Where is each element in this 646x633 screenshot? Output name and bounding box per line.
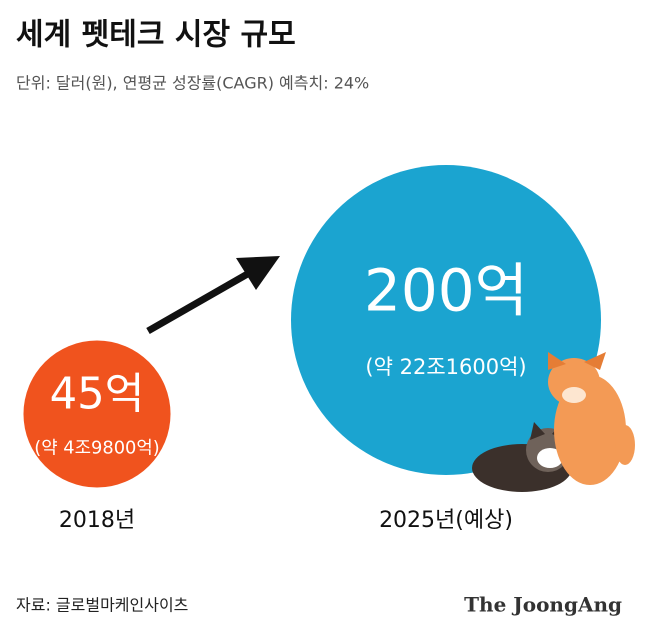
arrow — [146, 256, 280, 335]
credit: The JoongAng — [464, 593, 622, 617]
dog-head — [548, 358, 600, 406]
pets-illustration — [472, 352, 635, 492]
bubble — [291, 165, 601, 475]
dog-tail — [615, 425, 635, 465]
chart-subtitle: 단위: 달러(원), 연평균 성장률(CAGR) 예측치: 24% — [16, 74, 369, 93]
dog-ear — [548, 352, 566, 370]
dog-muzzle — [562, 387, 586, 403]
arrow-shaft — [146, 264, 260, 335]
value-sublabel: (약 22조1600억) — [365, 355, 526, 379]
value-label: 200억 — [364, 257, 528, 325]
value-sublabel: (약 4조9800억) — [34, 437, 160, 458]
dog-ear — [584, 352, 606, 370]
cat-ear — [530, 422, 545, 440]
bubbles: 45억 (약 4조9800억) 2018년 200억 (약 22조1600억) 2025년… — [23, 165, 601, 533]
chart-title: 세계 펫테크 시장 규모 — [16, 18, 296, 53]
arrow-head — [236, 256, 280, 290]
category-label: 2025년(예상) — [379, 508, 513, 533]
cat-face — [537, 448, 563, 468]
source: 자료: 글로벌마케인사이츠 — [16, 596, 188, 615]
bubble — [23, 340, 171, 488]
category-label: 2018년 — [59, 508, 135, 533]
value-label: 45억 — [50, 369, 145, 419]
